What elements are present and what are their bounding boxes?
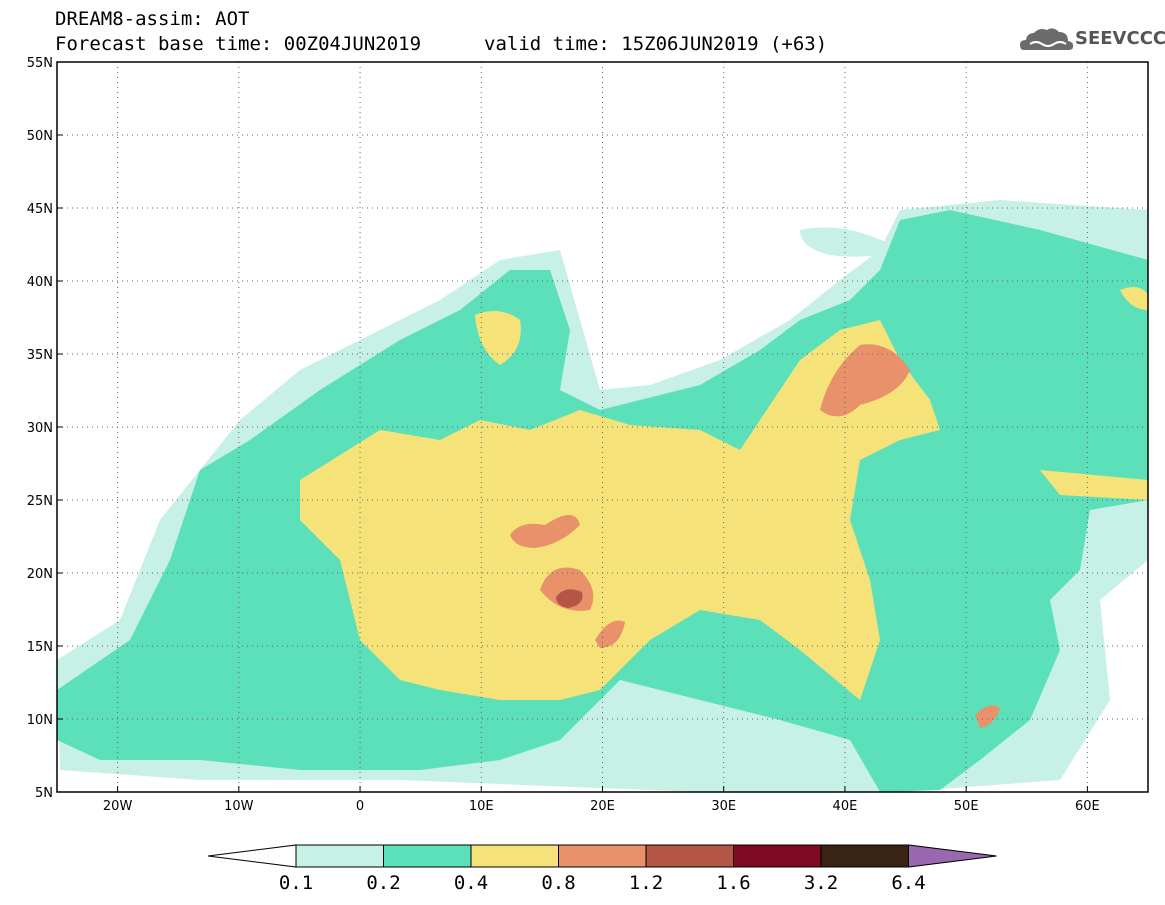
colorbar-box [820, 844, 909, 868]
colorbar-label: 3.2 [804, 872, 838, 894]
aot-field-0.4 [300, 320, 940, 700]
axis-ticks [57, 61, 1088, 793]
lat-label: 30N [27, 421, 53, 436]
aot-field-1.2 [556, 589, 583, 608]
colorbar-labels: 0.1 0.2 0.4 0.8 1.2 1.6 3.2 6.4 [279, 872, 926, 894]
lon-label: 10E [469, 799, 494, 814]
lat-label: 45N [27, 202, 53, 217]
colorbar-boxes [207, 844, 997, 868]
lon-label: 20W [103, 799, 133, 814]
colorbar-label: 0.1 [279, 872, 313, 894]
lat-label: 10N [27, 713, 53, 728]
colorbar-label: 6.4 [891, 872, 925, 894]
valid-time: valid time: 15Z06JUN2019 (+63) [484, 33, 828, 55]
lat-label: 50N [27, 129, 53, 144]
lat-label: 55N [27, 56, 53, 71]
colorbar-under-arrow [207, 844, 297, 868]
colorbar-label: 0.8 [541, 872, 575, 894]
latitude-labels: 55N 50N 45N 40N 35N 30N 25N 20N 15N 10N 5N [27, 56, 53, 801]
longitude-labels: 20W 10W 0 10E 20E 30E 40E 50E 60E [103, 799, 1100, 814]
colorbar-box [383, 844, 472, 868]
logo-text: SEEVCCC [1075, 28, 1165, 49]
lon-label: 50E [954, 799, 979, 814]
colorbar-over-arrow [908, 844, 997, 868]
lon-label: 30E [711, 799, 736, 814]
lon-label: 40E [833, 799, 858, 814]
lat-label: 15N [27, 640, 53, 655]
lat-label: 25N [27, 494, 53, 509]
lon-label: 60E [1075, 799, 1100, 814]
colorbar-box [558, 844, 647, 868]
lat-label: 5N [35, 786, 53, 801]
lat-label: 40N [27, 275, 53, 290]
cloud-icon [1020, 28, 1074, 50]
lat-label: 35N [27, 348, 53, 363]
lat-label: 20N [27, 567, 53, 582]
aot-field-0.8 [820, 344, 910, 417]
colorbar-label: 1.6 [716, 872, 750, 894]
forecast-base-time: Forecast base time: 00Z04JUN2019 [55, 33, 422, 55]
colorbar-label: 0.4 [454, 872, 488, 894]
colorbar-box [470, 844, 559, 868]
lon-label: 20E [590, 799, 615, 814]
colorbar-box [295, 844, 384, 868]
colorbar-box [645, 844, 734, 868]
lon-label: 0 [356, 799, 364, 814]
colorbar-box [733, 844, 822, 868]
lon-label: 10W [224, 799, 254, 814]
colorbar-label: 0.2 [366, 872, 400, 894]
title-line-1: DREAM8-assim: AOT [55, 8, 250, 30]
colorbar-label: 1.2 [629, 872, 663, 894]
